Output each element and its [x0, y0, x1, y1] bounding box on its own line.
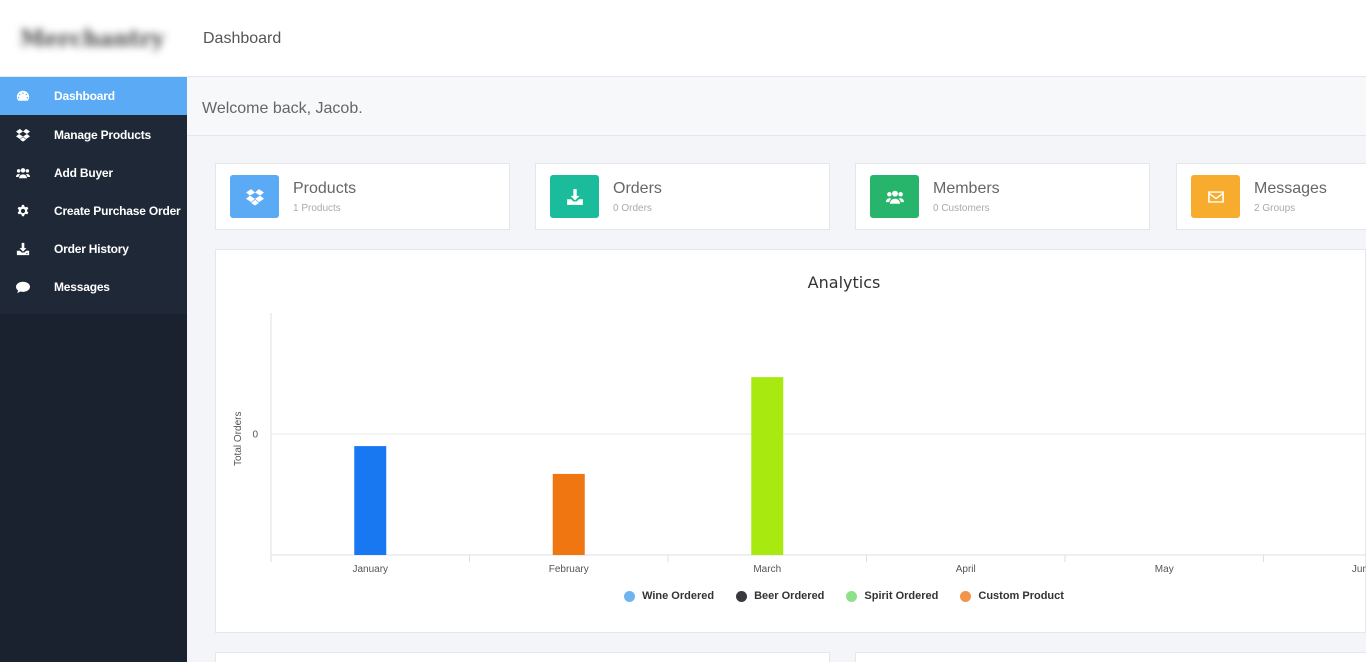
sidebar-item-label: Dashboard	[54, 89, 115, 103]
breadcrumb: Dashboard	[203, 30, 282, 47]
members-card[interactable]: Members 0 Customers	[855, 163, 1150, 230]
card-subtitle: 2 Groups	[1254, 203, 1296, 214]
chat-icon	[0, 280, 54, 294]
envelope-icon	[1191, 175, 1240, 218]
dropbox-icon	[230, 175, 279, 218]
x-tick-label: April	[956, 564, 976, 575]
bar	[354, 446, 387, 555]
legend-item[interactable]: Wine Ordered	[624, 590, 714, 602]
sidebar-item-create-purchase-order[interactable]: Create Purchase Order	[0, 192, 187, 230]
sidebar-item-dashboard[interactable]: Dashboard	[0, 77, 187, 115]
legend-label: Custom Product	[978, 590, 1064, 602]
download-icon	[0, 242, 54, 256]
legend-swatch	[624, 590, 636, 602]
dropbox-icon	[0, 128, 54, 142]
bar	[552, 473, 585, 555]
x-tick-label: March	[753, 564, 781, 575]
sidebar-item-messages[interactable]: Messages	[0, 268, 187, 306]
chart-legend: Wine Ordered Beer Ordered Spirit Ordered Cu…	[216, 590, 1366, 602]
card-subtitle: 0 Orders	[613, 203, 652, 214]
x-tick-label: May	[1155, 564, 1174, 575]
download-icon	[550, 175, 599, 218]
dashboard-icon	[0, 89, 54, 103]
users-icon	[0, 166, 54, 180]
sidebar-item-label: Manage Products	[54, 128, 152, 142]
analytics-panel: Analytics Total Orders 0 January February M…	[215, 249, 1366, 633]
x-tick-label: February	[549, 564, 589, 575]
products-card[interactable]: Products 1 Products	[215, 163, 510, 230]
brand-logo[interactable]: Merchantry	[20, 26, 165, 52]
x-tick-label: January	[352, 564, 388, 575]
sidebar-item-order-history[interactable]: Order History	[0, 230, 187, 268]
legend-label: Beer Ordered	[754, 590, 825, 602]
legend-item[interactable]: Beer Ordered	[736, 590, 824, 602]
card-subtitle: 1 Products	[293, 203, 341, 214]
sidebar-item-label: Add Buyer	[54, 166, 113, 180]
bar	[751, 377, 784, 555]
bottom-panel-right	[855, 652, 1366, 662]
sidebar-item-label: Create Purchase Order	[54, 204, 181, 218]
x-tick-label: June	[1352, 564, 1366, 575]
bottom-panel-left	[215, 652, 830, 662]
card-subtitle: 0 Customers	[933, 203, 990, 214]
top-bar: Merchantry Dashboard	[0, 0, 1366, 77]
card-title: Members	[933, 180, 1000, 197]
card-title: Products	[293, 180, 357, 197]
sidebar-menu: Dashboard Manage Products Add Buyer Crea…	[0, 77, 187, 314]
sidebar-item-manage-products[interactable]: Manage Products	[0, 116, 187, 154]
legend-swatch	[846, 590, 858, 602]
legend-swatch	[960, 590, 972, 602]
messages-card[interactable]: Messages 2 Groups	[1176, 163, 1366, 230]
welcome-bar: Welcome back, Jacob.	[187, 78, 1366, 136]
welcome-message: Welcome back, Jacob.	[202, 100, 363, 117]
legend-item[interactable]: Spirit Ordered	[846, 590, 938, 602]
sidebar-item-label: Messages	[54, 280, 110, 294]
legend-swatch	[736, 590, 748, 602]
sidebar: Dashboard Manage Products Add Buyer Crea…	[0, 77, 187, 662]
bar-chart: 0 January February March April May June	[252, 313, 1366, 575]
card-title: Orders	[613, 180, 662, 197]
users-icon	[870, 175, 919, 218]
legend-label: Spirit Ordered	[864, 590, 939, 602]
legend-label: Wine Ordered	[642, 590, 715, 602]
orders-card[interactable]: Orders 0 Orders	[535, 163, 830, 230]
card-title: Messages	[1254, 180, 1327, 197]
legend-item[interactable]: Custom Product	[960, 590, 1064, 602]
chart-title: Analytics	[807, 273, 881, 292]
sidebar-item-add-buyer[interactable]: Add Buyer	[0, 154, 187, 192]
y-tick-label: 0	[252, 430, 258, 441]
gear-icon	[0, 204, 54, 218]
sidebar-item-label: Order History	[54, 242, 129, 256]
